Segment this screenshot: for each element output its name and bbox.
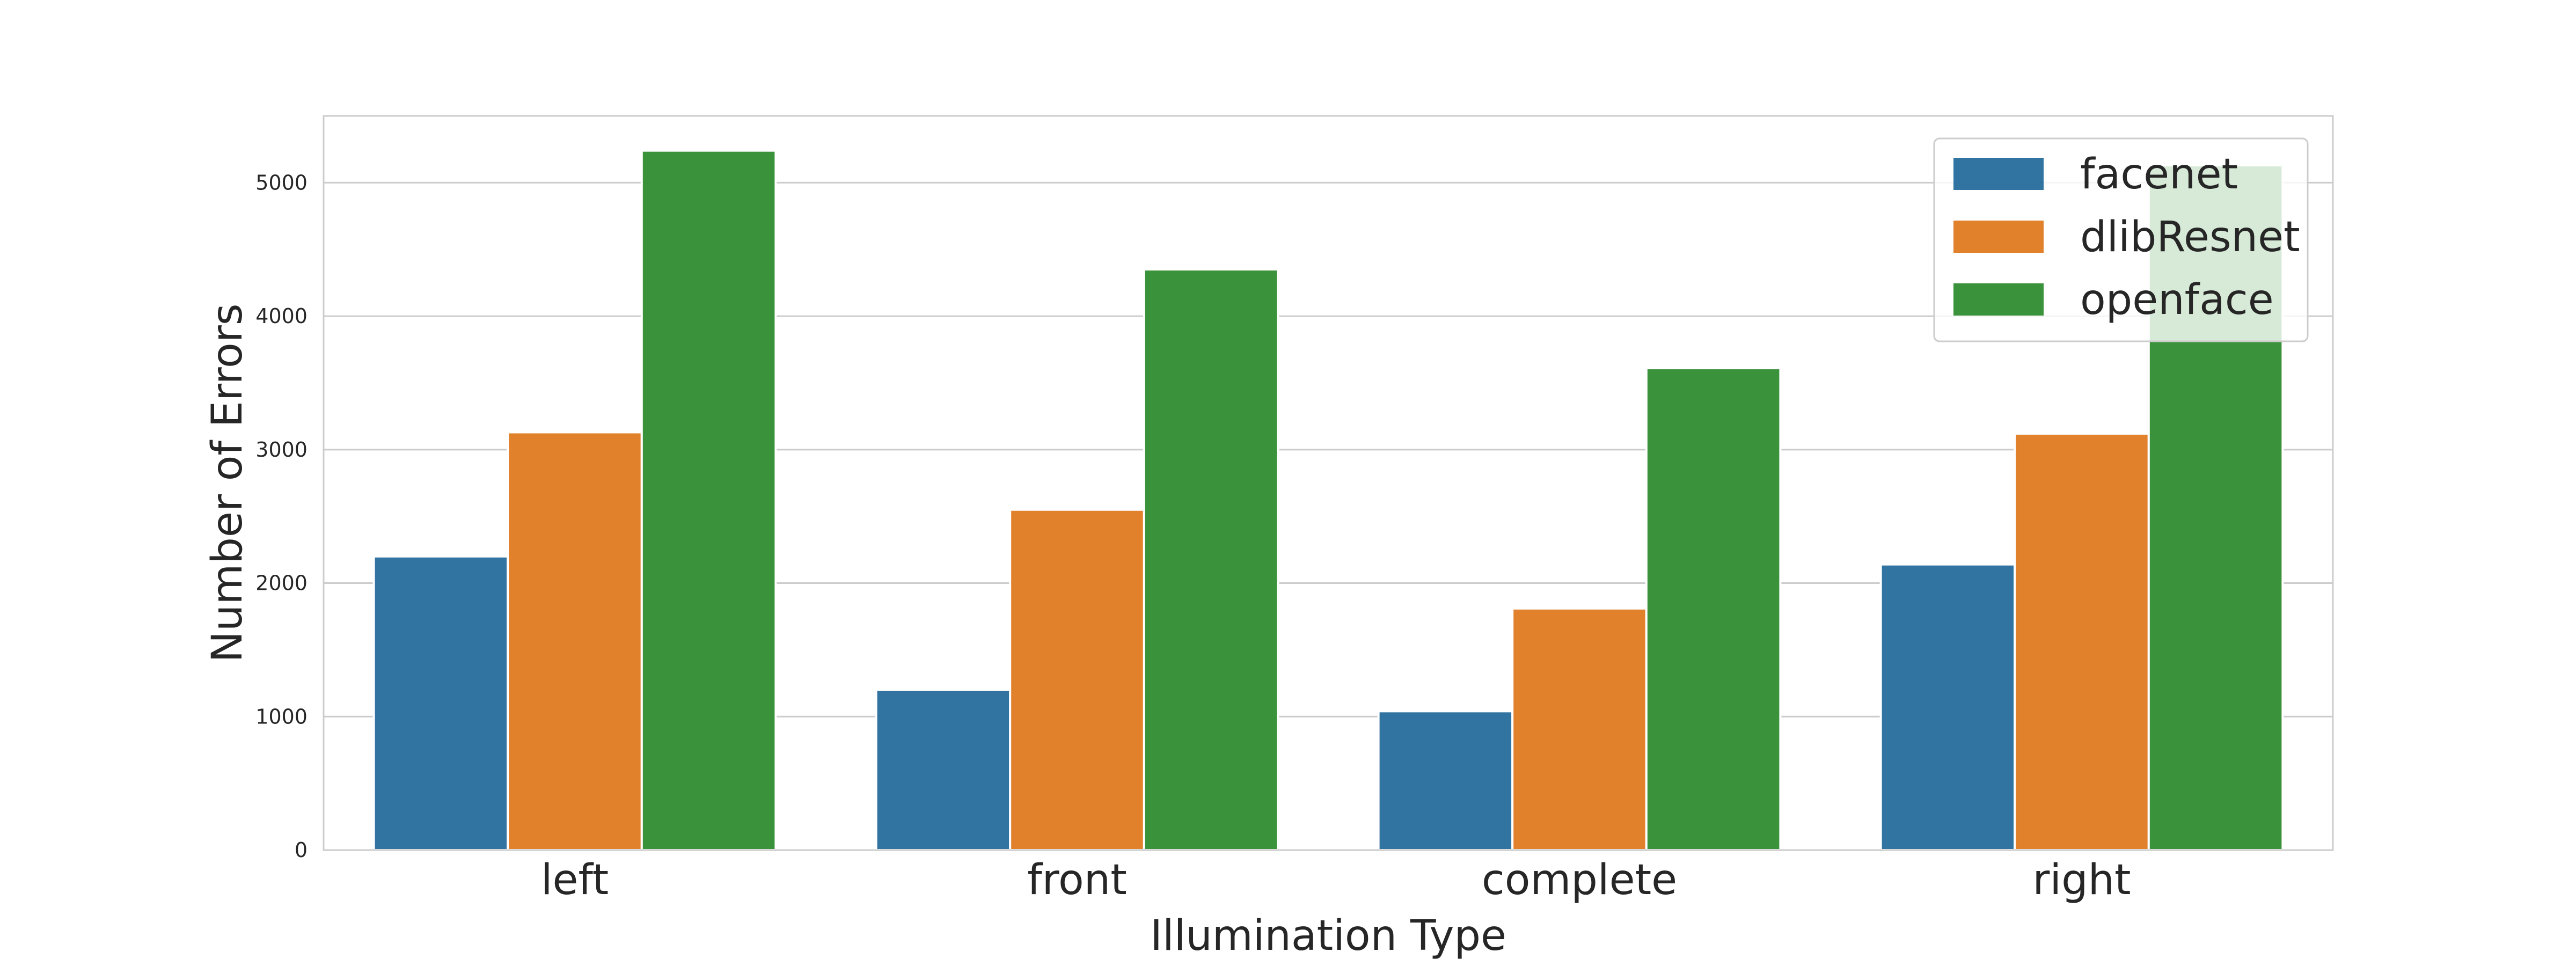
y-tick-label: 5000 — [255, 171, 308, 194]
bar-dlibResnet-right — [2014, 432, 2150, 851]
y-tick-labels: 0 1000 2000 3000 4000 5000 — [255, 171, 308, 862]
x-tick-labels: left front complete right — [541, 856, 2131, 904]
legend-swatch-openface — [1953, 283, 2044, 316]
x-axis-title: Illumination Type — [1150, 912, 1506, 960]
legend-items: facenet dlibResnet openface — [1953, 150, 2300, 324]
bar-facenet-complete — [1377, 710, 1514, 851]
bar-dlibResnet-complete — [1511, 607, 1648, 851]
bar-facenet-right — [1879, 563, 2016, 851]
x-tick-label: complete — [1482, 856, 1677, 904]
bar-openface-left — [640, 149, 777, 852]
legend-label: openface — [2080, 276, 2274, 324]
y-axis-title: Number of Errors — [203, 304, 252, 663]
bar-openface-front — [1143, 268, 1279, 851]
legend-swatch-dlibResnet — [1953, 221, 2044, 253]
bar-openface-complete — [1645, 367, 1782, 851]
plot-frame — [323, 115, 2334, 851]
legend-label: dlibResnet — [2080, 213, 2300, 261]
x-tick-label: right — [2032, 856, 2131, 904]
bars — [372, 149, 2284, 852]
x-tick-label: left — [541, 856, 609, 904]
y-tick-label: 1000 — [255, 705, 308, 728]
y-tick-label: 2000 — [255, 572, 308, 595]
x-tick-label: front — [1027, 856, 1127, 904]
bar-dlibResnet-front — [1009, 508, 1145, 851]
y-tick-label: 4000 — [255, 304, 308, 328]
legend-label: facenet — [2080, 150, 2238, 199]
bar-facenet-front — [875, 689, 1012, 851]
y-tick-label: 0 — [295, 838, 308, 862]
y-tick-label: 3000 — [255, 438, 308, 462]
legend: facenet dlibResnet openface — [1933, 137, 2309, 342]
bar-dlibResnet-left — [507, 431, 643, 851]
bar-facenet-left — [372, 555, 509, 852]
legend-swatch-facenet — [1953, 158, 2044, 190]
